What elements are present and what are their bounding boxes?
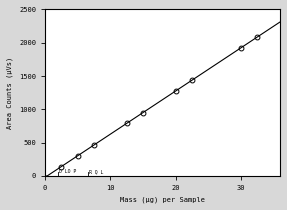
X-axis label: Mass (μg) per Sample: Mass (μg) per Sample: [120, 197, 205, 203]
Text: D LO P: D LO P: [59, 169, 76, 174]
Y-axis label: Area Counts (μVs): Area Counts (μVs): [7, 56, 13, 129]
Text: R Q L: R Q L: [89, 169, 104, 174]
